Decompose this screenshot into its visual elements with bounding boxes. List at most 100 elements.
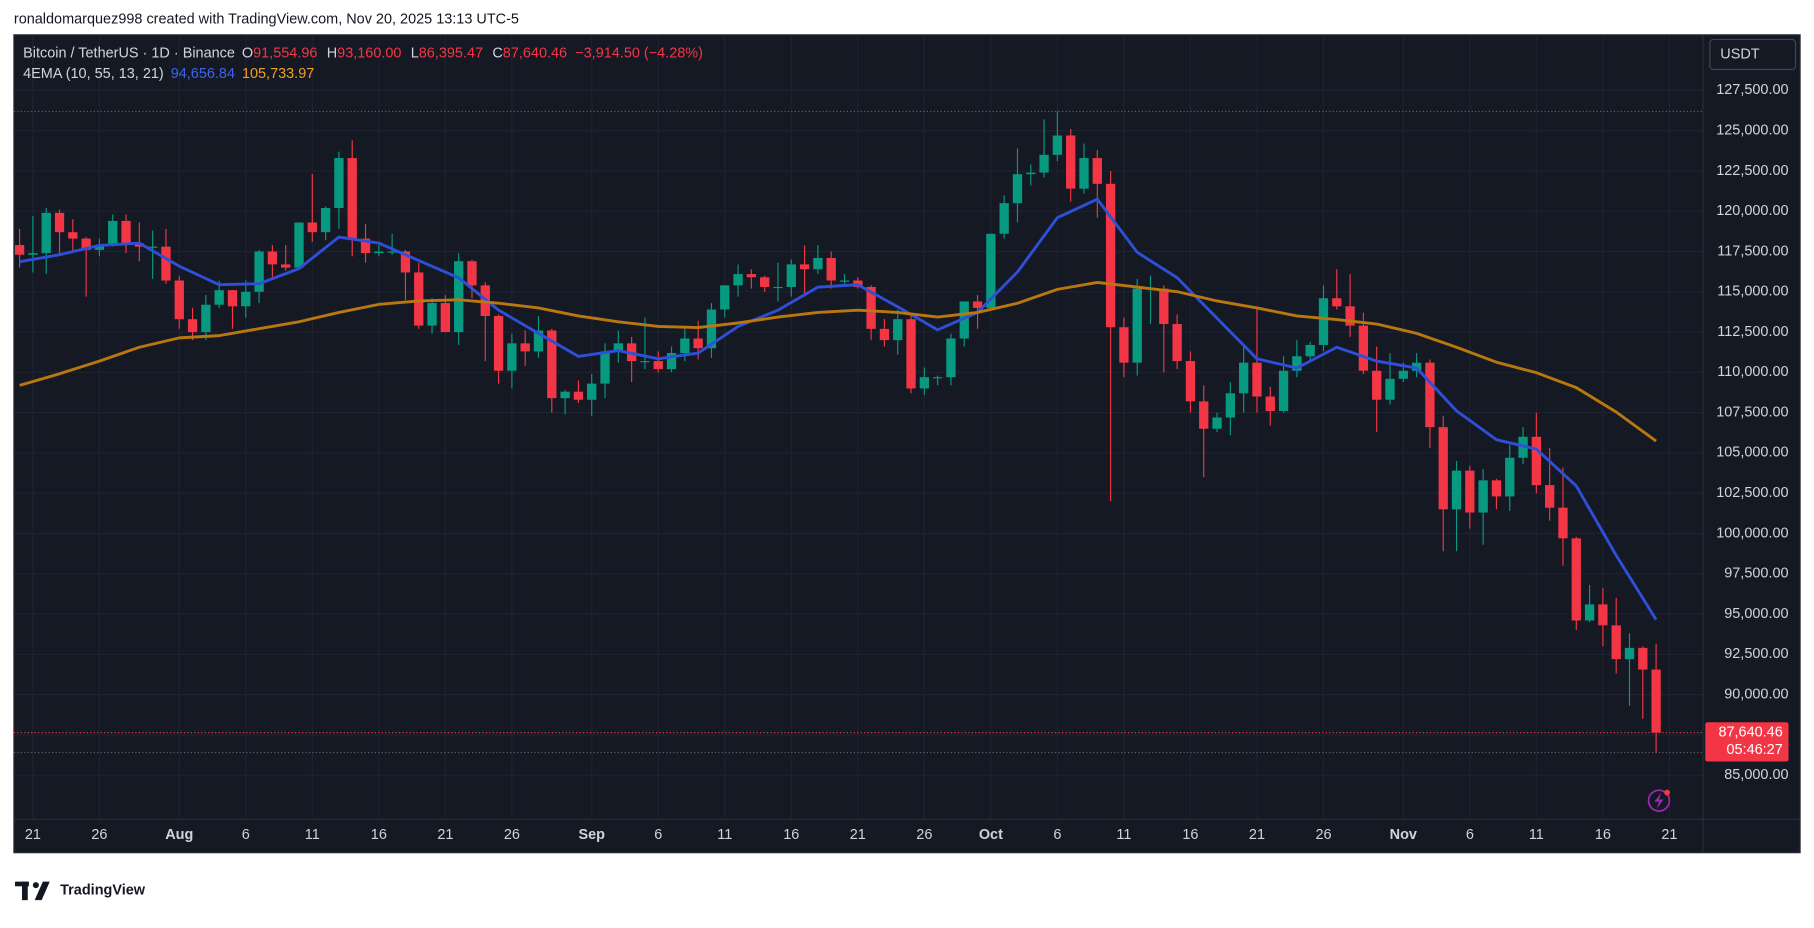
y-tick-label: 115,000.00 bbox=[1717, 284, 1788, 300]
change: −3,914.50 (−4.28%) bbox=[575, 45, 703, 61]
indicator-legend: 4EMA (10, 55, 13, 21) 94,656.84 105,733.97 bbox=[23, 66, 314, 82]
candle-body bbox=[134, 243, 145, 247]
symbol: Bitcoin / TetherUS · 1D · Binance bbox=[23, 45, 235, 61]
candle-body bbox=[267, 251, 278, 265]
currency-box[interactable] bbox=[1709, 38, 1797, 71]
candle-body bbox=[932, 377, 943, 379]
candle-body bbox=[919, 377, 929, 389]
candle-body bbox=[1398, 370, 1408, 379]
ohlc-key: H bbox=[327, 45, 337, 61]
x-tick-label: 16 bbox=[783, 827, 799, 843]
x-tick-label: Aug bbox=[165, 827, 193, 843]
candle-body bbox=[1292, 356, 1302, 371]
candle-body bbox=[161, 246, 171, 281]
candle-body bbox=[600, 351, 610, 384]
candle-body bbox=[360, 238, 371, 254]
candle-body bbox=[1531, 436, 1542, 486]
candle-body bbox=[1092, 158, 1102, 184]
countdown: 05:46:27 bbox=[1726, 742, 1782, 758]
x-tick-label: 16 bbox=[1595, 827, 1611, 843]
candle-body bbox=[347, 158, 357, 239]
candle-body bbox=[1199, 401, 1209, 429]
candle-body bbox=[1159, 288, 1169, 325]
candle-body bbox=[121, 220, 131, 244]
candle-body bbox=[387, 251, 397, 253]
y-tick-label: 127,500.00 bbox=[1716, 82, 1788, 98]
candle-body bbox=[972, 301, 983, 308]
candle-body bbox=[108, 220, 118, 246]
candle-body bbox=[1079, 158, 1089, 189]
y-tick-label: 125,000.00 bbox=[1716, 122, 1788, 138]
candle-body bbox=[1545, 485, 1555, 508]
ohlc-key: C bbox=[492, 45, 502, 61]
candle-body bbox=[1105, 183, 1116, 328]
ohlc-key: O bbox=[242, 45, 253, 61]
x-tick-label: 26 bbox=[1315, 827, 1331, 843]
candle-body bbox=[1624, 647, 1635, 660]
candle-body bbox=[54, 212, 65, 233]
candle-body bbox=[693, 338, 703, 349]
candle-body bbox=[1026, 172, 1036, 175]
candle-body bbox=[281, 264, 291, 268]
candle-body bbox=[1066, 135, 1076, 189]
candle-body bbox=[467, 261, 477, 286]
ohlc-value: 93,160.00 bbox=[337, 45, 401, 61]
x-tick-label: 11 bbox=[1116, 827, 1131, 843]
candle-body bbox=[241, 291, 251, 307]
candle-body bbox=[879, 328, 890, 341]
candle-body bbox=[986, 233, 996, 308]
candle-body bbox=[1385, 378, 1395, 400]
x-tick-label: 16 bbox=[1182, 827, 1198, 843]
candle-body bbox=[839, 280, 850, 282]
candle-body bbox=[653, 361, 663, 370]
candle-body bbox=[507, 343, 517, 371]
candle-body bbox=[786, 264, 796, 287]
x-tick-label: 6 bbox=[1466, 827, 1474, 843]
candle-body bbox=[1225, 393, 1236, 418]
x-tick-label: 6 bbox=[242, 827, 250, 843]
y-tick-label: 122,500.00 bbox=[1716, 163, 1788, 179]
alert-icon[interactable] bbox=[1647, 789, 1671, 812]
candle-body bbox=[760, 277, 770, 287]
candle-body bbox=[773, 286, 783, 289]
candle-body bbox=[640, 361, 650, 363]
y-tick-label: 97,500.00 bbox=[1724, 566, 1788, 582]
candle-body bbox=[294, 222, 304, 268]
candle-body bbox=[374, 251, 384, 254]
candle-body bbox=[14, 245, 25, 255]
candle-body bbox=[666, 353, 677, 370]
candle-body bbox=[1651, 669, 1661, 733]
ohlc-value: 87,640.46 bbox=[503, 45, 567, 61]
candle-body bbox=[81, 238, 91, 250]
y-tick-label: 100,000.00 bbox=[1716, 525, 1788, 541]
y-tick-label: 92,500.00 bbox=[1724, 646, 1788, 662]
candle-body bbox=[1278, 370, 1289, 412]
candle-body bbox=[946, 338, 956, 378]
candle-body bbox=[1465, 470, 1475, 513]
indicator-name: 4EMA (10, 55, 13, 21) bbox=[23, 66, 164, 82]
candle-body bbox=[560, 391, 570, 399]
candle-body bbox=[201, 304, 211, 333]
candle-body bbox=[1584, 604, 1595, 621]
x-tick-label: 21 bbox=[25, 827, 41, 843]
candle-body bbox=[866, 286, 876, 329]
candle-body bbox=[174, 280, 184, 320]
candle-body bbox=[334, 158, 344, 209]
x-tick-label: Sep bbox=[578, 827, 605, 843]
candle-body bbox=[1571, 538, 1581, 621]
candle-body bbox=[1332, 298, 1342, 307]
y-tick-label: 117,500.00 bbox=[1717, 243, 1788, 259]
y-tick-label: 85,000.00 bbox=[1724, 767, 1788, 783]
candle-body bbox=[41, 212, 51, 254]
candle-body bbox=[613, 343, 623, 352]
candle-body bbox=[799, 264, 810, 270]
y-tick-label: 102,500.00 bbox=[1716, 485, 1788, 501]
y-tick-label: 112,500.00 bbox=[1717, 324, 1788, 340]
ohlc-value: 91,554.96 bbox=[253, 45, 317, 61]
candle-body bbox=[28, 253, 38, 255]
ema-line bbox=[19, 281, 1657, 443]
ohlc-key: L bbox=[411, 45, 419, 61]
candle-body bbox=[440, 303, 451, 333]
x-tick-label: 26 bbox=[504, 827, 520, 843]
candle-body bbox=[587, 383, 597, 400]
